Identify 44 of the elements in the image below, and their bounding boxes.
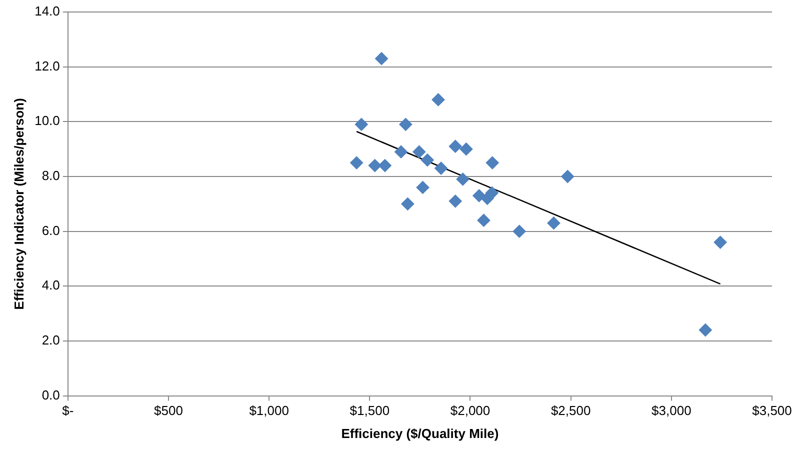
point xyxy=(512,224,526,238)
point xyxy=(412,145,426,158)
y-tick-label: 12.0 xyxy=(34,58,60,74)
y-tick-label: 6.0 xyxy=(42,222,60,238)
point xyxy=(432,93,445,106)
point xyxy=(448,194,462,208)
point xyxy=(486,156,499,170)
point xyxy=(561,170,574,183)
point xyxy=(401,197,414,210)
point xyxy=(485,186,498,200)
x-tick-label: $3,500 xyxy=(752,403,792,418)
point xyxy=(420,154,434,167)
point xyxy=(448,140,462,153)
point xyxy=(394,145,408,158)
x-tick-label: $- xyxy=(62,403,74,418)
point xyxy=(368,159,382,172)
point xyxy=(434,162,448,175)
y-tick-label: 8.0 xyxy=(42,168,60,184)
point xyxy=(472,189,486,202)
point xyxy=(416,180,430,194)
x-axis-title: Efficiency ($/Quality Mile) xyxy=(341,426,499,441)
point xyxy=(460,142,473,156)
point xyxy=(350,156,364,170)
point xyxy=(547,216,560,230)
point xyxy=(714,236,727,249)
x-tick-label: $500 xyxy=(154,403,183,418)
point xyxy=(378,159,392,172)
y-tick-label: 10.0 xyxy=(34,113,60,128)
x-tick-label: $2,000 xyxy=(450,403,490,418)
x-tick-label: $3,000 xyxy=(652,403,692,418)
point xyxy=(477,214,490,227)
x-tick-label: $1,500 xyxy=(350,403,390,418)
point xyxy=(375,52,388,66)
x-tick-label: $1,000 xyxy=(249,403,289,418)
point xyxy=(399,118,412,131)
point xyxy=(456,172,470,186)
y-tick-label: 14.0 xyxy=(34,4,60,19)
y-tick-label: 0.0 xyxy=(42,387,60,402)
point xyxy=(698,324,712,337)
x-tick-label: $2,500 xyxy=(550,403,591,418)
y-tick-label: 4.0 xyxy=(42,278,60,293)
y-axis-title: Efficiency Indicator (Miles/person) xyxy=(11,98,26,310)
point xyxy=(354,118,368,131)
y-tick-label: 2.0 xyxy=(42,332,60,348)
